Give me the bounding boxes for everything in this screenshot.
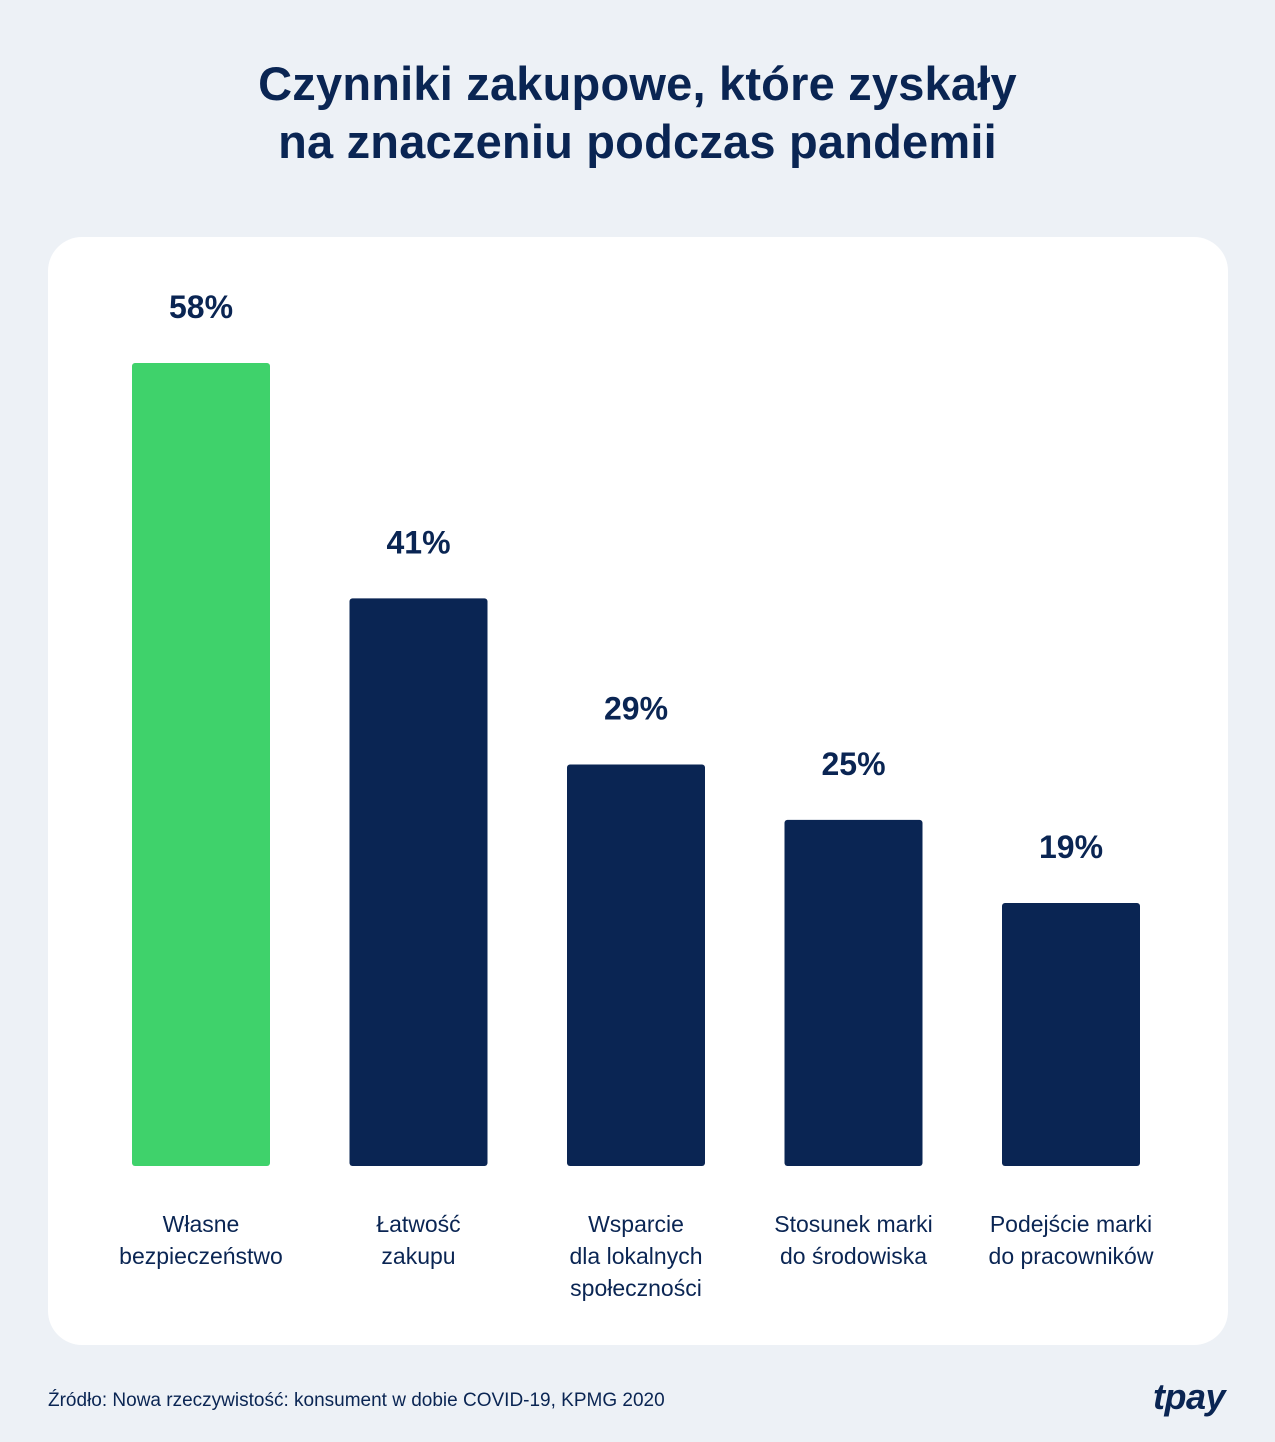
bar-4 xyxy=(784,819,923,1166)
chart-title-line-1: Czynniki zakupowe, które zyskały xyxy=(258,57,1017,110)
source-note: Źródło: Nowa rzeczywistość: konsument w … xyxy=(48,1390,665,1411)
brand-logo: tpay xyxy=(1153,1376,1226,1417)
category-label-4: Stosunek marki do środowiska xyxy=(774,1211,933,1269)
category-label-line: bezpieczeństwo xyxy=(119,1243,283,1269)
category-label-1: Własne bezpieczeństwo xyxy=(119,1211,283,1269)
category-label-line: zakupu xyxy=(381,1243,455,1269)
chart-card: 58% Własne bezpieczeństwo 41% Łatwość zakupu 2… xyxy=(48,237,1228,1345)
category-label-line: społeczności xyxy=(570,1275,702,1301)
bar-chart: 58% Własne bezpieczeństwo 41% Łatwość zakupu 2… xyxy=(119,289,1154,1301)
bar-3 xyxy=(567,764,705,1166)
category-label-line: Stosunek marki xyxy=(774,1211,933,1237)
category-label-line: do środowiska xyxy=(780,1243,927,1269)
value-label-3: 29% xyxy=(604,691,668,727)
bar-2 xyxy=(349,598,488,1166)
category-label-3: Wsparcie dla lokalnych społeczności xyxy=(570,1211,703,1301)
category-label-line: Własne xyxy=(163,1211,240,1237)
chart-title: Czynniki zakupowe, które zyskały na znac… xyxy=(0,55,1275,171)
bar-1 xyxy=(132,363,270,1166)
category-label-line: Łatwość xyxy=(376,1211,460,1237)
category-label-2: Łatwość zakupu xyxy=(376,1211,460,1269)
value-label-2: 41% xyxy=(386,524,450,560)
chart-title-line-2: na znaczeniu podczas pandemii xyxy=(278,115,997,168)
category-label-line: dla lokalnych xyxy=(570,1243,703,1269)
value-label-5: 19% xyxy=(1039,829,1103,865)
category-label-5: Podejście marki do pracowników xyxy=(989,1211,1154,1269)
bar-5 xyxy=(1002,902,1140,1166)
category-label-line: Podejście marki xyxy=(990,1211,1152,1237)
value-label-4: 25% xyxy=(821,746,885,782)
category-label-line: do pracowników xyxy=(989,1243,1154,1269)
category-label-line: Wsparcie xyxy=(588,1211,684,1237)
value-label-1: 58% xyxy=(169,289,233,325)
